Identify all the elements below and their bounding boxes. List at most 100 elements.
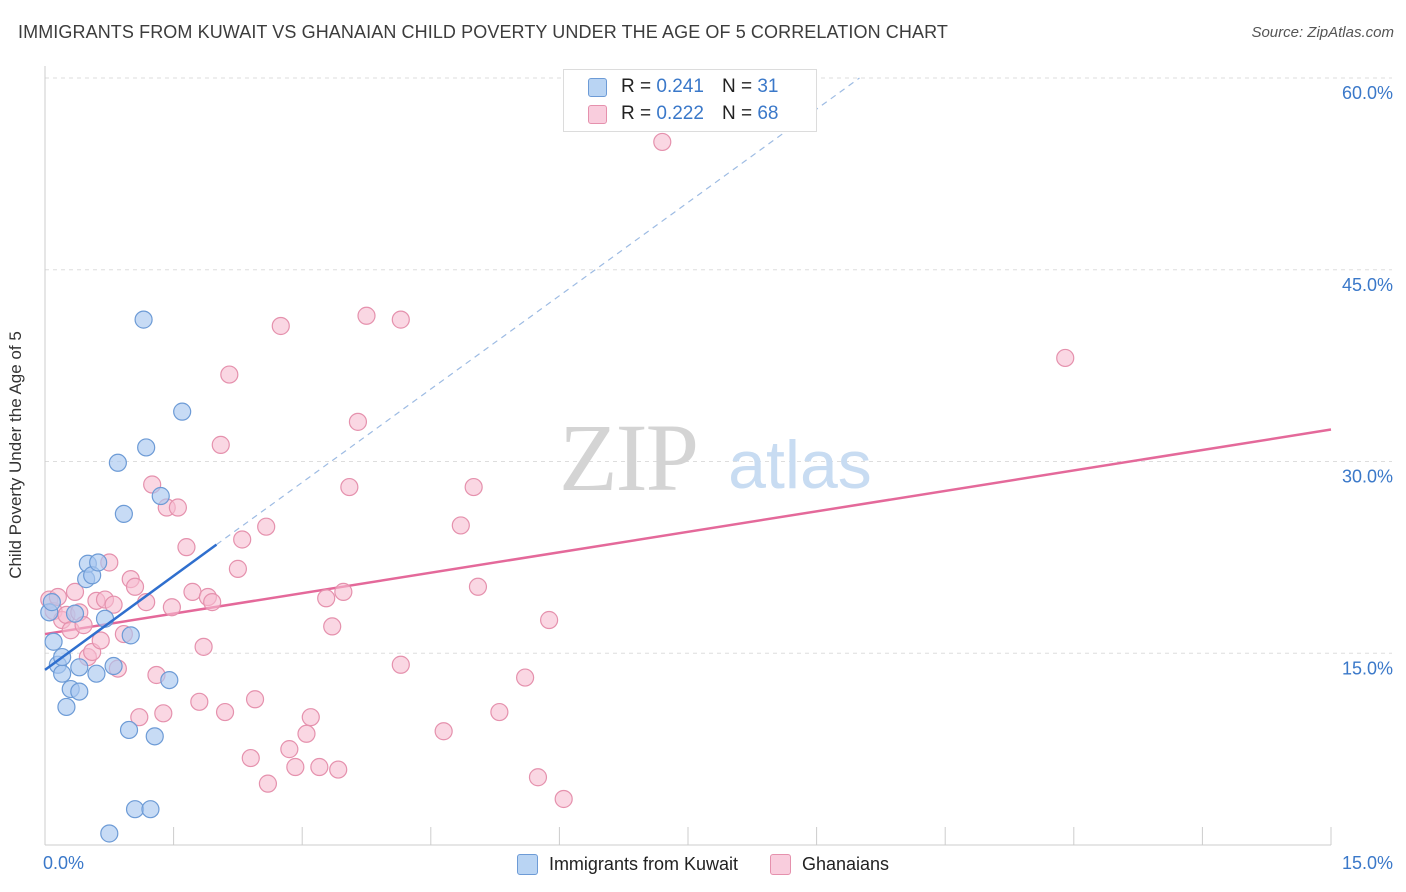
ghanaians-point bbox=[329, 760, 348, 779]
legend-row-kuwait: R = 0.241 N = 31 bbox=[588, 76, 778, 98]
r-value-kuwait: 0.241 bbox=[656, 76, 704, 97]
kuwait-point bbox=[151, 486, 170, 506]
y-tick-label: 15.0% bbox=[1342, 658, 1393, 678]
ghanaians-point bbox=[91, 631, 110, 650]
ghanaians-point bbox=[348, 412, 368, 431]
ghanaians-point bbox=[554, 789, 573, 809]
ghanaians-point bbox=[340, 477, 359, 497]
ghanaians-point bbox=[245, 690, 265, 709]
correlation-legend: R = 0.241 N = 31 R = 0.222 N = 68 bbox=[563, 69, 817, 132]
ghanaians-point bbox=[154, 704, 173, 723]
n-label: N = bbox=[721, 76, 753, 97]
kuwait-trend-extension bbox=[216, 77, 860, 546]
kuwait-point bbox=[65, 604, 85, 623]
ghanaians-point bbox=[528, 768, 548, 787]
r-value-ghanaians: 0.222 bbox=[656, 103, 704, 124]
ghanaians-point bbox=[65, 582, 85, 601]
kuwait-point bbox=[57, 697, 76, 717]
n-value-kuwait: 31 bbox=[757, 76, 779, 97]
legend-label-kuwait: Immigrants from Kuwait bbox=[548, 853, 738, 874]
n-label: N = bbox=[721, 103, 753, 124]
ghanaians-point bbox=[310, 757, 329, 777]
y-tick-label: 60.0% bbox=[1342, 83, 1393, 103]
legend-swatch-kuwait bbox=[588, 77, 607, 97]
legend-row-ghanaians: R = 0.222 N = 68 bbox=[588, 103, 778, 125]
ghanaians-point bbox=[516, 668, 535, 687]
legend-swatch-ghanaians bbox=[588, 104, 607, 124]
r-label: R = bbox=[621, 103, 652, 124]
ghanaians-point bbox=[301, 708, 320, 727]
ghanaians-point bbox=[653, 132, 672, 152]
kuwait-point bbox=[100, 824, 119, 843]
kuwait-point bbox=[89, 553, 108, 572]
ghanaians-point bbox=[317, 589, 336, 608]
kuwait-point bbox=[119, 720, 139, 740]
ghanaians-point bbox=[1056, 348, 1075, 368]
ghanaians-point bbox=[451, 516, 470, 535]
x-tick-label: 0.0% bbox=[43, 853, 84, 873]
r-label: R = bbox=[621, 76, 652, 97]
kuwait-point bbox=[173, 402, 192, 421]
zipatlas-watermark: ZIP atlas bbox=[559, 404, 872, 511]
kuwait-trend-line bbox=[44, 543, 218, 671]
ghanaians-point bbox=[490, 702, 509, 722]
ghanaians-point bbox=[297, 724, 316, 743]
kuwait-point bbox=[70, 682, 89, 701]
ghanaians-point bbox=[104, 595, 123, 614]
kuwait-point bbox=[141, 800, 160, 819]
ghanaians-point bbox=[286, 757, 305, 777]
kuwait-points bbox=[40, 310, 192, 843]
kuwait-point bbox=[121, 626, 140, 645]
n-value-ghanaians: 68 bbox=[757, 103, 779, 124]
watermark-zip: ZIP bbox=[559, 404, 697, 511]
ghanaians-point bbox=[391, 310, 410, 329]
kuwait-point bbox=[125, 800, 145, 819]
ghanaians-point bbox=[183, 582, 202, 601]
kuwait-point bbox=[108, 453, 127, 472]
y-tick-label: 45.0% bbox=[1342, 275, 1393, 295]
ghanaians-point bbox=[241, 748, 260, 768]
grid-lines bbox=[45, 77, 1392, 654]
kuwait-point bbox=[160, 670, 179, 690]
ghanaians-point bbox=[194, 637, 213, 656]
kuwait-point bbox=[104, 656, 123, 676]
series-legend: Immigrants from Kuwait Ghanaians bbox=[0, 852, 1406, 876]
kuwait-point bbox=[70, 658, 89, 677]
legend-item-ghanaians[interactable]: Ghanaians bbox=[769, 853, 889, 875]
ghanaians-point bbox=[211, 435, 230, 454]
ghanaians-point bbox=[434, 722, 453, 741]
tick-labels: 15.0% 30.0% 45.0% 60.0% 0.0% 15.0% bbox=[43, 83, 1393, 873]
ghanaians-point bbox=[168, 498, 187, 517]
ghanaians-point bbox=[125, 577, 145, 596]
ghanaians-point bbox=[257, 517, 276, 536]
ghanaians-point bbox=[215, 702, 235, 722]
ghanaians-point bbox=[203, 593, 222, 612]
ghanaians-point bbox=[468, 577, 488, 596]
ghanaians-point bbox=[130, 708, 149, 727]
kuwait-point bbox=[145, 727, 164, 746]
legend-item-kuwait[interactable]: Immigrants from Kuwait bbox=[516, 853, 738, 875]
ghanaians-point bbox=[357, 306, 376, 325]
ghanaians-point bbox=[228, 559, 247, 578]
ghanaians-point bbox=[190, 692, 209, 711]
kuwait-point bbox=[87, 664, 106, 683]
kuwait-point bbox=[42, 593, 61, 612]
ghanaians-point bbox=[464, 477, 483, 497]
y-tick-label: 30.0% bbox=[1342, 467, 1393, 487]
chart-title: IMMIGRANTS FROM KUWAIT VS GHANAIAN CHILD… bbox=[18, 22, 948, 42]
ghanaians-point bbox=[280, 740, 299, 759]
ghanaians-point bbox=[271, 316, 290, 336]
kuwait-point bbox=[44, 632, 63, 651]
ghanaians-point bbox=[162, 598, 181, 617]
axes bbox=[44, 66, 1332, 846]
ghanaians-point bbox=[391, 655, 410, 674]
kuwait-point bbox=[53, 664, 72, 683]
ghanaians-point bbox=[334, 582, 353, 601]
kuwait-point bbox=[134, 310, 153, 329]
ghanaians-point bbox=[220, 365, 239, 384]
trend-lines bbox=[44, 77, 1332, 636]
ghanaians-trend-line bbox=[44, 428, 1332, 636]
source-label: Source: ZipAtlas.com bbox=[1251, 24, 1394, 41]
ghanaians-point bbox=[233, 530, 252, 549]
